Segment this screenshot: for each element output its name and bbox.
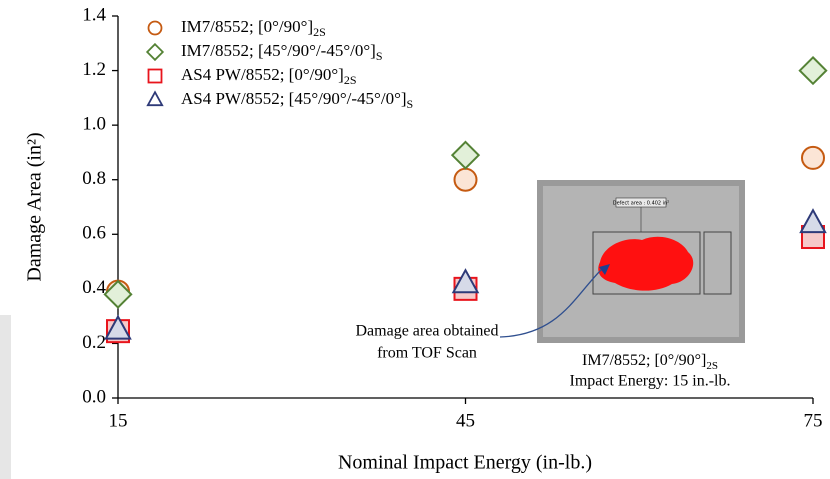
legend-marker: [149, 22, 162, 35]
chart: Nominal Impact Energy (in-lb.) Damage Ar…: [0, 0, 830, 479]
legend-text: IM7/8552; [0°/90°]: [181, 17, 313, 36]
point: [452, 142, 478, 168]
annotation: Damage area obtained: [355, 323, 498, 340]
point: [800, 57, 826, 83]
legend-subscript: 2S: [313, 25, 326, 39]
x-tick-label: 75: [804, 410, 823, 431]
legend-text: AS4 PW/8552; [45°/90°/-45°/0°]: [181, 89, 407, 108]
legend-marker: [148, 92, 162, 105]
y-tick-label: 1.2: [82, 59, 106, 80]
inset-label: Defect area : 0.402 in²: [613, 201, 670, 207]
legend-marker: [149, 70, 162, 83]
point: [455, 169, 477, 191]
caption-subscript: 2S: [706, 360, 718, 372]
point: [801, 210, 825, 232]
legend-subscript: 2S: [344, 73, 357, 87]
annotation: from TOF Scan: [377, 345, 477, 362]
y-tick-label: 0.2: [82, 332, 106, 353]
y-tick-label: 0.8: [82, 168, 106, 189]
x-axis-label: Nominal Impact Energy (in-lb.): [338, 452, 592, 474]
legend-marker: [147, 44, 163, 60]
legend-text: AS4 PW/8552; [0°/90°]: [181, 65, 344, 84]
y-tick-label: 1.0: [82, 114, 106, 135]
x-tick-label: 45: [456, 410, 475, 431]
caption: IM7/8552; [0°/90°]2S: [582, 352, 718, 372]
legend-subscript: S: [407, 97, 414, 111]
y-axis-label: Damage Area (in²): [24, 132, 46, 281]
legend-entry: IM7/8552; [45°/90°/-45°/0°]S: [181, 41, 383, 63]
legend-text: IM7/8552; [45°/90°/-45°/0°]: [181, 41, 376, 60]
y-tick-label: 1.4: [82, 4, 106, 25]
caption: Impact Energy: 15 in.-lb.: [570, 373, 731, 390]
legend-subscript: S: [376, 49, 383, 63]
y-tick-label: 0.4: [82, 277, 106, 298]
point: [802, 147, 824, 169]
caption-text: IM7/8552; [0°/90°]: [582, 352, 706, 369]
y-tick-label: 0.6: [82, 223, 106, 244]
background-strip: [0, 315, 11, 479]
legend-entry: IM7/8552; [0°/90°]2S: [181, 17, 326, 39]
legend-entry: AS4 PW/8552; [0°/90°]2S: [181, 65, 357, 87]
inset-scan: Defect area : 0.402 in²: [537, 180, 745, 343]
y-tick-label: 0.0: [82, 386, 106, 407]
x-tick-label: 15: [109, 410, 128, 431]
legend-entry: AS4 PW/8552; [45°/90°/-45°/0°]S: [181, 89, 413, 111]
